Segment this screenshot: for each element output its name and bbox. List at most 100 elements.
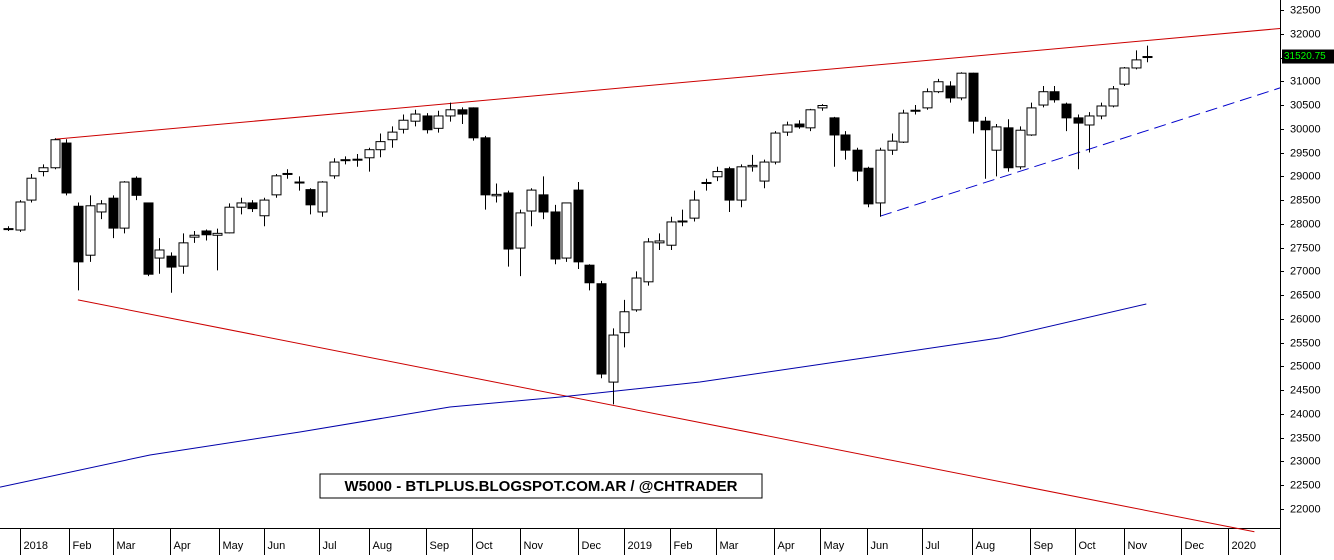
candle-body (119, 181, 130, 229)
candle-body (1026, 107, 1037, 136)
x-tick-label: Jul (323, 540, 337, 552)
candle-body (910, 109, 921, 112)
candle-body (840, 134, 851, 151)
candle-body (85, 205, 96, 256)
x-tick-label: 2018 (24, 540, 48, 552)
candle-body (933, 81, 944, 93)
candle-body (189, 234, 200, 238)
trend-line (0, 303, 1147, 488)
candle-body (631, 277, 642, 311)
x-tick-label: Nov (524, 540, 544, 552)
candle-body (573, 189, 584, 263)
plot-area (0, 28, 1281, 533)
candle-body (61, 142, 72, 194)
candle-body (526, 189, 537, 212)
candle-body (736, 166, 747, 201)
candle-body (433, 115, 444, 129)
x-tick-label: 2019 (628, 540, 652, 552)
candle-body (515, 212, 526, 249)
candle-body (945, 85, 956, 99)
candle-body (643, 241, 654, 283)
candle-body (352, 158, 363, 161)
y-tick-label: 27500 (1290, 242, 1321, 254)
candle-body (38, 167, 49, 173)
candle-body (584, 264, 595, 284)
candle-body (1015, 129, 1026, 168)
y-tick-label: 29500 (1290, 147, 1321, 159)
x-tick-label: Apr (778, 540, 795, 552)
y-tick-label: 22000 (1290, 503, 1321, 515)
candle-body (387, 131, 398, 141)
candle-body (201, 230, 212, 236)
y-tick-label: 23500 (1290, 432, 1321, 444)
trend-line (77, 299, 1255, 533)
y-tick-label: 25000 (1290, 360, 1321, 372)
y-tick-label: 25500 (1290, 337, 1321, 349)
candle-body (712, 171, 723, 178)
x-tick-label: Sep (430, 540, 450, 552)
candle-body (991, 126, 1002, 151)
candle-body (1061, 103, 1072, 119)
x-tick-label: Dec (582, 540, 602, 552)
y-tick-label: 27000 (1290, 265, 1321, 277)
candle-body (491, 193, 502, 197)
candle-body (15, 201, 26, 231)
candle-body (1049, 91, 1060, 101)
candle-body (817, 105, 828, 109)
candle-body (759, 161, 770, 182)
candle-body (689, 199, 700, 219)
x-tick-label: Apr (174, 540, 191, 552)
candle-body (747, 164, 758, 168)
candle-body (503, 192, 514, 250)
x-tick-label: May (223, 540, 244, 552)
y-tick-label: 26000 (1290, 313, 1321, 325)
trend-line (54, 28, 1281, 140)
candle-body (282, 172, 293, 175)
candle-body (212, 232, 223, 236)
candle-body (1038, 91, 1049, 106)
y-tick-label: 30500 (1290, 99, 1321, 111)
candle-body (26, 177, 37, 201)
candle-body (166, 255, 177, 268)
candle-body (887, 140, 898, 151)
candle-body (1119, 67, 1130, 85)
y-tick-label: 32500 (1290, 4, 1321, 16)
candle-body (956, 72, 967, 99)
y-tick-label: 24500 (1290, 384, 1321, 396)
candle-body (666, 221, 677, 246)
x-tick-label: May (824, 540, 845, 552)
candle-body (480, 137, 491, 196)
candle-body (236, 202, 247, 208)
candle-body (131, 177, 142, 196)
y-tick-label: 22500 (1290, 479, 1321, 491)
y-tick-label: 26500 (1290, 289, 1321, 301)
candle-body (329, 161, 340, 177)
last-price-label: 31520.75 (1284, 51, 1326, 62)
candle-body (654, 240, 665, 244)
candle-body (445, 109, 456, 117)
x-tick-label: Mar (117, 540, 136, 552)
candle-body (922, 91, 933, 109)
candle-body (1096, 105, 1107, 117)
candle-body (3, 228, 14, 231)
candle-body (1084, 115, 1095, 126)
x-tick-label: Dec (1185, 540, 1205, 552)
trend-line (879, 87, 1281, 217)
x-tick-label: Sep (1034, 540, 1054, 552)
x-tick-label: Feb (73, 540, 92, 552)
candle-body (96, 203, 107, 213)
candle-body (875, 149, 886, 204)
candle-body (550, 211, 561, 260)
x-tick-label: Oct (1079, 540, 1096, 552)
candle-body (305, 189, 316, 206)
candle-body (178, 242, 189, 267)
x-tick-label: Mar (720, 540, 739, 552)
candle-body (294, 181, 305, 184)
candle-body (1073, 117, 1084, 124)
candle-body (863, 167, 874, 205)
candle-body (364, 149, 375, 159)
y-tick-label: 28500 (1290, 194, 1321, 206)
x-tick-label: 2020 (1232, 540, 1256, 552)
candle-body (50, 139, 61, 169)
